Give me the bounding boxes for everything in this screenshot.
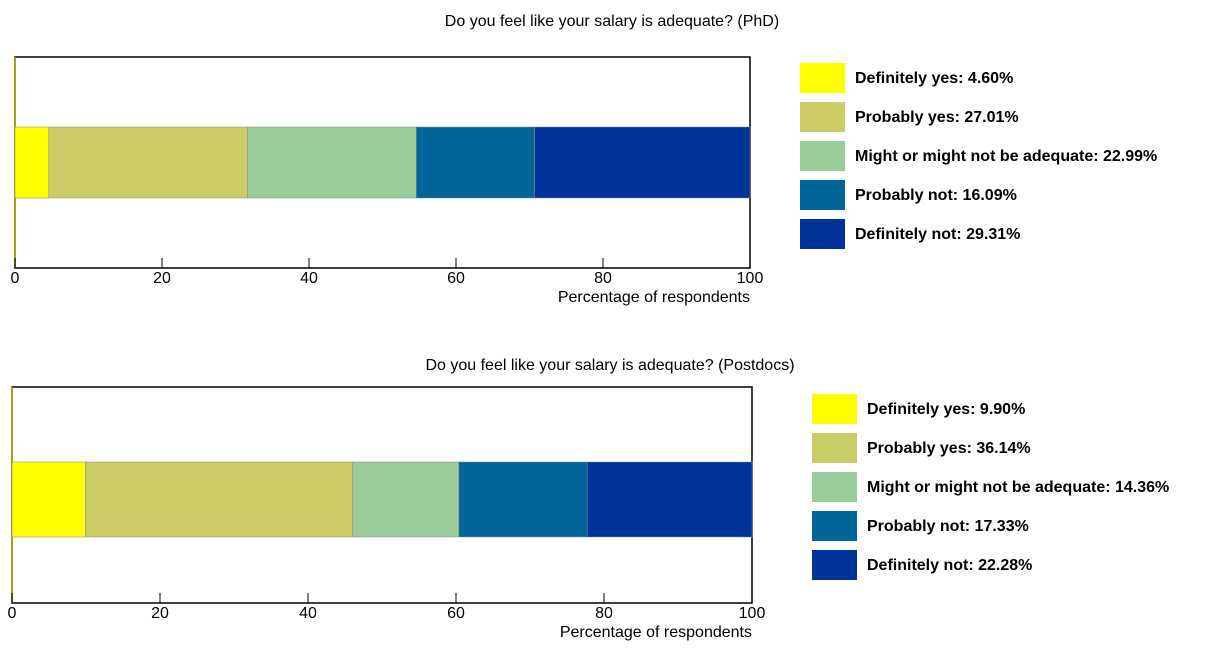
bar-segment (247, 126, 417, 199)
legend-swatch (812, 394, 857, 424)
legend-swatch (812, 511, 857, 541)
legend-swatch (812, 433, 857, 463)
x-tick-label: 20 (153, 270, 171, 287)
x-tick-label: 20 (151, 605, 169, 622)
x-tick-label: 80 (594, 270, 612, 287)
x-tick-label: 40 (300, 270, 318, 287)
legend-swatch (812, 550, 857, 580)
x-tick-label: 0 (11, 270, 20, 287)
bar-segment (586, 461, 753, 538)
legend-swatch (800, 63, 845, 93)
legend-swatch (812, 472, 857, 502)
bar-segment (534, 126, 751, 199)
x-tick-label: 0 (8, 605, 17, 622)
bar-segment (352, 461, 460, 538)
legend-label: Probably not: 17.33% (867, 518, 1029, 535)
legend-swatch (800, 141, 845, 171)
bar-segment (85, 461, 353, 538)
x-tick-label: 60 (447, 270, 465, 287)
legend-label: Might or might not be adequate: 14.36% (867, 479, 1169, 496)
legend-swatch (800, 219, 845, 249)
x-tick-label: 40 (299, 605, 317, 622)
bar-segment (416, 126, 535, 199)
x-tick-label: 60 (447, 605, 465, 622)
x-axis-label: Percentage of respondents (558, 289, 750, 306)
legend-label: Definitely yes: 9.90% (867, 401, 1025, 418)
chart-title: Do you feel like your salary is adequate… (425, 357, 794, 374)
legend-label: Definitely not: 29.31% (855, 226, 1020, 243)
chart-title: Do you feel like your salary is adequate… (445, 13, 779, 30)
bar-segment (14, 126, 50, 199)
legend-label: Definitely not: 22.28% (867, 557, 1032, 574)
legend-label: Probably not: 16.09% (855, 187, 1017, 204)
bar-segment (11, 461, 86, 538)
x-tick-label: 100 (739, 605, 766, 622)
bar-segment (458, 461, 588, 538)
legend-swatch (800, 180, 845, 210)
bar-segment (48, 126, 248, 199)
x-tick-label: 80 (595, 605, 613, 622)
legend-label: Probably yes: 27.01% (855, 109, 1019, 126)
x-tick-label: 100 (737, 270, 764, 287)
x-axis-label: Percentage of respondents (560, 624, 752, 641)
legend-label: Definitely yes: 4.60% (855, 70, 1013, 87)
legend-swatch (800, 102, 845, 132)
legend-label: Probably yes: 36.14% (867, 440, 1031, 457)
legend-label: Might or might not be adequate: 22.99% (855, 148, 1157, 165)
